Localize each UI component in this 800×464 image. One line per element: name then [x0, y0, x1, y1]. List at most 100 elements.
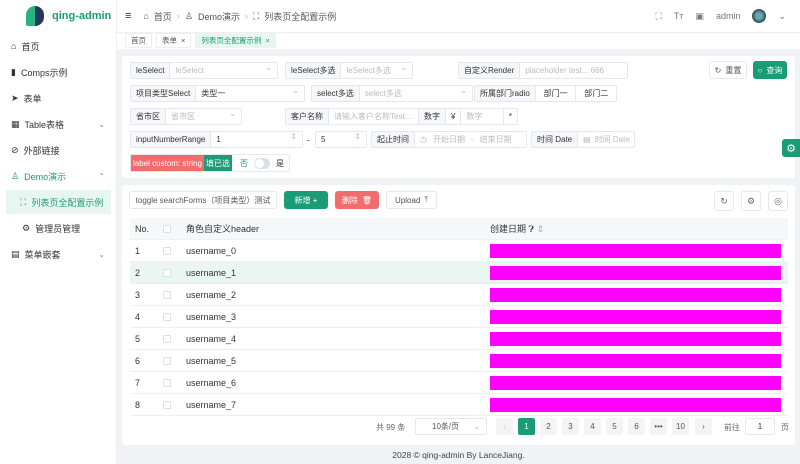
reset-button[interactable]: ↻ 重置 — [709, 61, 747, 79]
username[interactable]: admin — [715, 11, 741, 21]
select-multi-field[interactable]: select多选 select多选 ⌄ — [311, 85, 473, 102]
help-icon: ❓︎ — [528, 224, 534, 234]
goto-page-input[interactable]: 1 — [745, 418, 775, 435]
toggle-switch[interactable] — [253, 157, 270, 169]
page-button[interactable]: 5 — [606, 418, 623, 435]
sidebar-item-nested-menu[interactable]: ▤ 菜单嵌套 ⌄ — [0, 242, 117, 266]
hamburger-icon[interactable]: ≡ — [125, 10, 132, 22]
leselect-multi-input[interactable]: leSelect多选 — [346, 66, 391, 75]
number-input[interactable]: 数字 — [466, 112, 483, 121]
sort-icon[interactable]: ⇕ — [536, 224, 545, 234]
table-row[interactable]: 4 username_3 — [130, 306, 788, 328]
sidebar-item-comps[interactable]: ▮ Comps示例 — [0, 60, 117, 84]
project-type-value[interactable]: 类型一 — [201, 89, 226, 98]
add-button[interactable]: 新增 + — [284, 191, 328, 209]
sidebar-item-demo[interactable]: ♙ Demo演示 ⌃ — [0, 164, 117, 188]
page-button[interactable]: 1 — [518, 418, 535, 435]
query-button[interactable]: ○ 查询 — [753, 61, 787, 79]
avatar[interactable] — [752, 9, 767, 23]
row-checkbox[interactable] — [163, 356, 171, 365]
table-row[interactable]: 6 username_5 — [130, 350, 788, 372]
project-type-select[interactable]: 项目类型Select 类型一 ⌄ — [130, 85, 305, 102]
custom-label-field[interactable]: label custom: string 填已选否 是 — [130, 154, 290, 172]
date-field[interactable]: 时间 Date ▤ 时间 Date — [531, 131, 635, 148]
table-row[interactable]: 8 username_7 — [130, 394, 788, 416]
refresh-icon[interactable]: ↻ — [714, 191, 734, 211]
table-row[interactable]: 7 username_6 — [130, 372, 788, 394]
sidebar-item-home[interactable]: ⌂ 首页 — [0, 34, 117, 58]
close-icon[interactable]: × — [265, 36, 270, 45]
page-size-select[interactable]: 10条/页 ⌄ — [415, 418, 487, 435]
screen-icon[interactable]: ▣ — [695, 10, 704, 21]
start-date-input[interactable]: 开始日期 — [432, 135, 465, 144]
number-field[interactable]: 数字 ¥ 数字 * — [418, 108, 518, 125]
page-button[interactable]: ••• — [650, 418, 667, 435]
radio-dept-1[interactable]: 部门一 — [536, 86, 577, 101]
leselect-multi-field[interactable]: leSelect多选 leSelect多选 ⌄ — [285, 62, 413, 79]
leselect-input[interactable]: leSelect — [175, 66, 204, 75]
chevron-down-icon[interactable]: ⌄ — [778, 10, 786, 21]
radio-dept-2[interactable]: 部门二 — [584, 89, 609, 98]
page-button[interactable]: 4 — [584, 418, 601, 435]
breadcrumb-item[interactable]: 首页 — [153, 11, 172, 22]
prev-page-button[interactable]: ‹ — [496, 418, 513, 435]
stepper-icon[interactable]: ⇕ — [354, 132, 361, 141]
toggle-search-forms-button[interactable]: toggle searchForms（项目类型）测试 — [129, 191, 277, 209]
sidebar-item-form[interactable]: ➤ 表单 — [0, 86, 117, 110]
sidebar-item-list-demo[interactable]: ⛶ 列表页全配置示例 — [6, 190, 111, 214]
row-checkbox[interactable] — [163, 400, 171, 409]
fullscreen-icon[interactable]: ⛶ — [655, 10, 662, 21]
sidebar-item-table[interactable]: ▦ Table表格 ⌄ — [0, 112, 117, 136]
region-input[interactable]: 省市区 — [171, 112, 195, 121]
tab-home[interactable]: 首页 — [125, 33, 152, 48]
row-checkbox[interactable] — [163, 268, 171, 277]
page-button[interactable]: 10 — [672, 418, 689, 435]
date-input[interactable]: 时间 Date — [594, 135, 630, 144]
label: toggle searchForms（项目类型）测试 — [135, 195, 271, 205]
end-date-input[interactable]: 结束日期 — [479, 135, 512, 144]
number-range-to[interactable]: 5 ⇕ — [315, 131, 367, 148]
select-multi-input[interactable]: select多选 — [364, 89, 402, 98]
row-checkbox[interactable] — [163, 312, 171, 321]
sidebar-item-admin[interactable]: ⚙ 管理员管理 — [0, 216, 117, 240]
number-range-from[interactable]: inputNumberRange 1 ⇕ — [130, 131, 303, 148]
table-row[interactable]: 3 username_2 — [130, 284, 788, 306]
table-row[interactable]: 1 username_0 — [130, 240, 788, 262]
header-date[interactable]: 创建日期 ❓︎ ⇕ — [490, 222, 544, 235]
clock-icon: ◷ — [420, 135, 427, 144]
row-checkbox[interactable] — [163, 334, 171, 343]
breadcrumb-item[interactable]: Demo演示 — [197, 11, 240, 22]
upload-button[interactable]: Upload ⤒ — [386, 191, 437, 209]
row-checkbox[interactable] — [163, 290, 171, 299]
page-button[interactable]: 3 — [562, 418, 579, 435]
select-all-checkbox[interactable] — [163, 224, 171, 233]
eye-off-icon[interactable]: ◎ — [768, 191, 788, 211]
table-row[interactable]: 5 username_4 — [130, 328, 788, 350]
range-from-input[interactable]: 1 — [216, 135, 221, 144]
close-icon[interactable]: × — [181, 36, 186, 45]
next-page-button[interactable]: › — [695, 418, 712, 435]
page-button[interactable]: 2 — [540, 418, 557, 435]
column-settings-icon[interactable]: ⚙ — [741, 191, 761, 211]
label: select多选 — [312, 86, 360, 101]
custom-render-field[interactable]: 自定义Render placeholder test... 666 — [458, 62, 628, 79]
date-range-field[interactable]: 起止时间 ◷ 开始日期 - 结束日期 — [371, 131, 527, 148]
leselect-field[interactable]: leSelect leSelect ⌄ — [130, 62, 278, 79]
tab-list-demo[interactable]: 列表页全配置示例 × — [195, 33, 276, 48]
row-checkbox[interactable] — [163, 246, 171, 255]
custom-render-input[interactable]: placeholder test... 666 — [525, 66, 604, 75]
row-checkbox[interactable] — [163, 378, 171, 387]
range-to-input[interactable]: 5 — [321, 135, 326, 144]
page-button[interactable]: 6 — [628, 418, 645, 435]
settings-gear-icon[interactable]: ⚙ — [782, 139, 800, 157]
customer-field[interactable]: 客户名称 请输入客户名称Test... — [285, 108, 421, 125]
tab-form[interactable]: 表单 × — [156, 33, 192, 48]
font-size-icon[interactable]: Tт — [673, 11, 684, 21]
customer-input[interactable]: 请输入客户名称Test... — [334, 112, 412, 121]
sidebar-item-link[interactable]: ⊘ 外部链接 — [0, 138, 117, 162]
label: 起止时间 — [372, 132, 415, 147]
table-row[interactable]: 2 username_1 — [130, 262, 788, 284]
region-field[interactable]: 省市区 省市区 ⌄ — [130, 108, 242, 125]
delete-button[interactable]: 删除 🗑︎ — [335, 191, 379, 209]
stepper-icon[interactable]: ⇕ — [290, 132, 297, 141]
